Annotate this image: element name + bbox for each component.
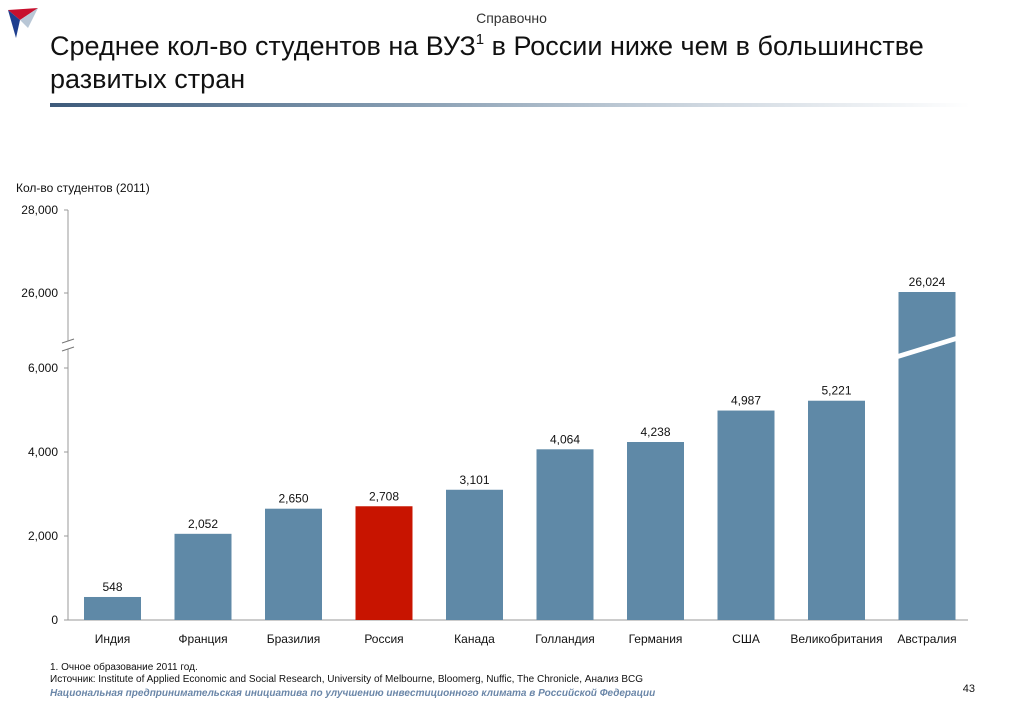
data-label: 2,708 (369, 489, 399, 503)
category-label: Великобритания (790, 632, 882, 646)
data-label: 5,221 (821, 384, 851, 398)
bar (174, 533, 232, 620)
data-label: 2,052 (188, 517, 218, 531)
bar (446, 489, 503, 620)
data-label: 548 (102, 580, 122, 594)
title-footnote-mark: 1 (475, 31, 485, 48)
y-tick-label: 2,000 (28, 529, 58, 543)
category-label: Канада (454, 632, 495, 646)
bar-break-mark (894, 335, 960, 360)
bar-chart: Кол-во студентов (2011) 0 2,000 4,000 6,000 2… (16, 181, 968, 646)
category-label: Австралия (897, 632, 956, 646)
data-label: 4,987 (731, 394, 761, 408)
category-label: США (732, 632, 760, 646)
y-tick-label: 28,000 (21, 203, 58, 217)
y-tick-label: 0 (51, 613, 58, 627)
initiative-caption: Национальная предпринимательская инициат… (50, 688, 656, 699)
category-label: Голландия (535, 632, 595, 646)
category-label: Россия (364, 632, 403, 646)
title-text-part1: Среднее кол-во студентов на ВУЗ (50, 31, 476, 61)
bar (717, 410, 775, 620)
axis-break-mark (61, 338, 75, 344)
bar (808, 400, 865, 620)
category-label: Германия (629, 632, 683, 646)
data-label: 3,101 (459, 473, 489, 487)
footnote: 1. Очное образование 2011 год. (50, 662, 198, 673)
category-label: Бразилия (267, 632, 321, 646)
title-text-part2: в России ниже чем в большинстве развитых… (50, 31, 924, 94)
slide-title: Среднее кол-во студентов на ВУЗ1 в Росси… (50, 30, 970, 96)
bar (265, 508, 322, 620)
data-label: 26,024 (909, 275, 946, 289)
y-tick-label: 6,000 (28, 361, 58, 375)
source-note: Источник: Institute of Applied Economic … (50, 674, 643, 685)
data-label: 2,650 (278, 492, 308, 506)
bar (84, 596, 141, 620)
category-label: Индия (95, 632, 130, 646)
y-axis-label: Кол-во студентов (2011) (16, 181, 150, 195)
category-label: Франция (178, 632, 227, 646)
reference-tag: Справочно (476, 10, 547, 26)
y-tick-label: 4,000 (28, 445, 58, 459)
arrow-logo-icon (8, 8, 38, 38)
y-tick-label: 26,000 (21, 286, 58, 300)
bar (536, 449, 594, 620)
data-label: 4,238 (640, 425, 670, 439)
data-label: 4,064 (550, 432, 580, 446)
bar (627, 442, 684, 620)
page-number: 43 (962, 683, 975, 695)
bar (355, 506, 413, 620)
title-underline (50, 103, 970, 107)
axis-break-mark (61, 346, 75, 352)
